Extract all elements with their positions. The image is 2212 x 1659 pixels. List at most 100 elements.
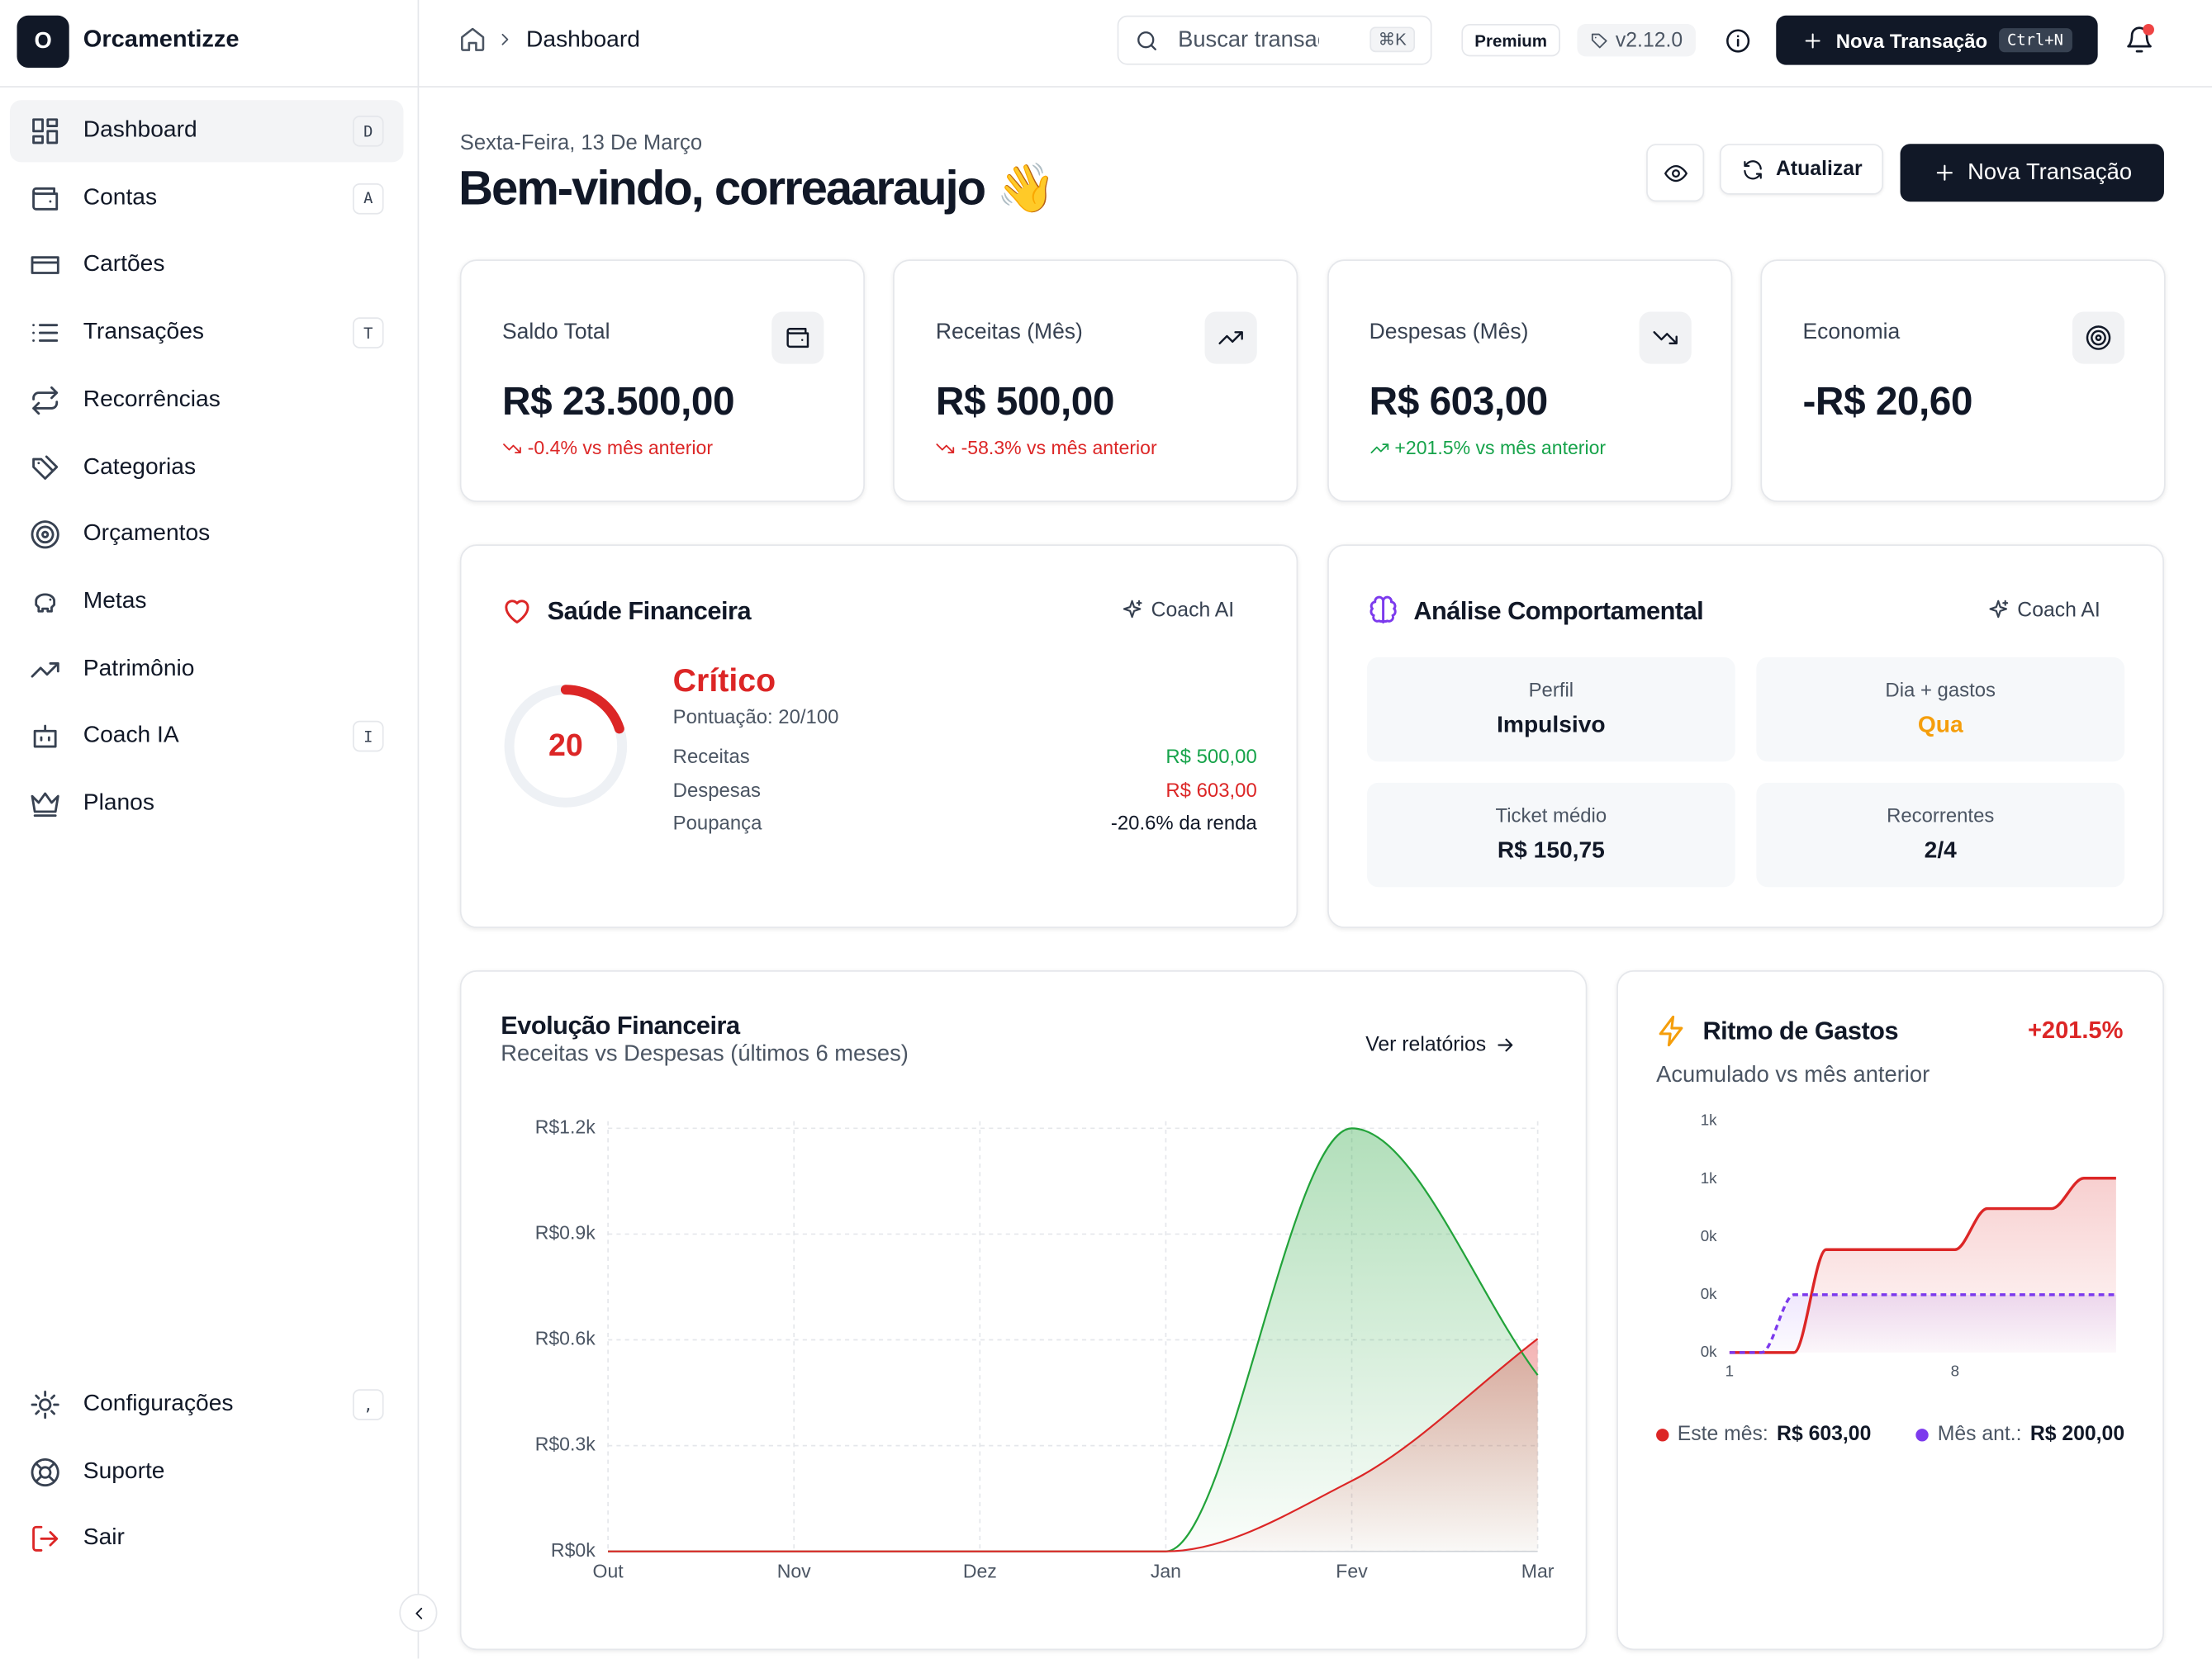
x-tick-label: Jan bbox=[1151, 1560, 1181, 1581]
legend-label: Mês ant.: bbox=[1937, 1423, 2022, 1446]
legend-total: R$ 200,00 bbox=[2029, 1423, 2125, 1446]
nav-item[interactable]: Recorrências bbox=[10, 369, 404, 431]
line bbox=[608, 1338, 1539, 1552]
nav-item[interactable]: Coach IA I bbox=[10, 705, 404, 767]
y-tick-label: R$0k bbox=[551, 1539, 596, 1561]
icon-path bbox=[2086, 325, 2111, 350]
health-status: Crítico bbox=[672, 661, 776, 699]
button-label: Nova Transação bbox=[1968, 159, 2133, 184]
y-tick-label: 1k bbox=[1701, 1112, 1717, 1129]
card-title: Ritmo de Gastos bbox=[1702, 1017, 1899, 1045]
notification-dot bbox=[2143, 24, 2154, 36]
card-title: Análise Comportamental bbox=[1413, 596, 1704, 625]
nav-item[interactable]: Orçamentos bbox=[10, 504, 404, 566]
legend: Este mês: R$ 603,00 Mês ant.: R$ 200,00 bbox=[1656, 1423, 2125, 1446]
kpi-card: Despesas (Mês) R$ 603,00 +201.5% vs mês an… bbox=[1327, 259, 1732, 503]
row-value: R$ 500,00 bbox=[1165, 744, 1257, 768]
kpi-value: R$ 23.500,00 bbox=[502, 379, 735, 424]
x-tick-label: Out bbox=[593, 1560, 624, 1581]
kpi-label: Despesas (Mês) bbox=[1369, 320, 1529, 344]
kpi-change-text: -0.4% vs mês anterior bbox=[527, 437, 714, 459]
sparkle-icon bbox=[1989, 600, 2009, 619]
search-box[interactable]: Buscar transações ⌘K bbox=[1117, 15, 1432, 65]
refresh-label: Atualizar bbox=[1776, 158, 1863, 181]
icon bbox=[31, 792, 59, 818]
home-icon[interactable] bbox=[458, 26, 487, 54]
health-card bbox=[459, 544, 1298, 928]
kpi-change-text: -58.3% vs mês anterior bbox=[961, 437, 1157, 459]
y-tick-label: 0k bbox=[1701, 1343, 1717, 1360]
kpi-value: R$ 500,00 bbox=[935, 379, 1115, 424]
heart-icon bbox=[505, 600, 529, 623]
collapse-button[interactable] bbox=[399, 1593, 438, 1633]
behavior-cell: Ticket médio R$ 150,75 bbox=[1366, 782, 1735, 888]
pace-chart: 0k 0k 0k 1k 1k 1 8 bbox=[1701, 1112, 2116, 1380]
nav-item[interactable]: Planos bbox=[10, 773, 404, 835]
nav-item[interactable]: Transações T bbox=[10, 302, 404, 364]
coach-label: Coach AI bbox=[1151, 599, 1235, 622]
legend-total: R$ 603,00 bbox=[1777, 1423, 1872, 1446]
card-subtitle: Receitas vs Despesas (últimos 6 meses) bbox=[501, 1042, 909, 1067]
info-icon[interactable] bbox=[1724, 26, 1752, 55]
shortcut: I bbox=[352, 721, 384, 752]
row-value: R$ 603,00 bbox=[1165, 777, 1257, 801]
y-tick-label: 0k bbox=[1701, 1227, 1717, 1244]
shortcut: T bbox=[352, 317, 384, 349]
coach-link[interactable]: Coach AI bbox=[1120, 598, 1234, 622]
plus-icon bbox=[1936, 164, 1953, 181]
cell-label: Ticket médio bbox=[1495, 803, 1607, 827]
nav-item[interactable]: Categorias bbox=[10, 437, 404, 499]
x-tick-label: 1 bbox=[1725, 1363, 1734, 1380]
search-icon bbox=[1137, 31, 1156, 50]
nav-label: Sair bbox=[83, 1524, 125, 1550]
kpi-label: Economia bbox=[1802, 320, 1901, 344]
coach-link[interactable]: Coach AI bbox=[1987, 598, 2100, 622]
nav-item[interactable]: Metas bbox=[10, 571, 404, 633]
card-title: Evolução Financeira bbox=[501, 1011, 740, 1040]
new-transaction-button[interactable]: Nova Transação Ctrl+N bbox=[1776, 15, 2098, 65]
icon-path bbox=[1652, 331, 1678, 345]
nav-item[interactable]: Contas A bbox=[10, 168, 404, 230]
icon-path bbox=[786, 328, 809, 348]
area bbox=[1729, 1294, 2116, 1353]
shortcut: D bbox=[352, 116, 384, 147]
kpi-card: Saldo Total R$ 23.500,00 -0.4% vs mês ante… bbox=[459, 259, 865, 503]
nav-item[interactable]: Cartões bbox=[10, 235, 404, 296]
nav-label: Configurações bbox=[83, 1390, 234, 1416]
nav-item[interactable]: Patrimônio bbox=[10, 638, 404, 700]
refresh-button[interactable]: Atualizar bbox=[1719, 144, 1884, 195]
eye-icon bbox=[1664, 164, 1687, 182]
bell-icon[interactable] bbox=[2124, 26, 2154, 55]
row-label: Receitas bbox=[672, 744, 750, 768]
icon bbox=[32, 454, 59, 480]
icon-path bbox=[31, 1391, 59, 1420]
reports-link[interactable]: Ver relatórios bbox=[1365, 1034, 1517, 1056]
icon bbox=[1218, 331, 1244, 345]
visibility-button[interactable] bbox=[1646, 144, 1705, 202]
sidebar bbox=[0, 0, 420, 1659]
icon bbox=[31, 1458, 59, 1486]
icon-path bbox=[35, 593, 56, 613]
kpi-label: Saldo Total bbox=[502, 320, 610, 344]
refresh-icon bbox=[1744, 159, 1762, 179]
plan-badge: Premium bbox=[1461, 24, 1560, 57]
nav-item[interactable]: Suporte bbox=[10, 1441, 404, 1503]
icon bbox=[936, 443, 955, 453]
icon bbox=[2086, 325, 2111, 350]
icon bbox=[503, 443, 521, 453]
area bbox=[608, 1339, 1538, 1552]
y-tick-label: R$0.9k bbox=[535, 1222, 596, 1244]
nav-label: Suporte bbox=[83, 1458, 165, 1483]
nav-item[interactable]: Configurações, bbox=[10, 1374, 404, 1436]
new-transaction-cta[interactable]: Nova Transação bbox=[1900, 144, 2164, 202]
shortcut: A bbox=[352, 182, 384, 215]
cell-label: Dia + gastos bbox=[1885, 678, 1996, 701]
nav-item[interactable]: Dashboard D bbox=[9, 100, 404, 163]
nav-item[interactable]: Sair bbox=[10, 1508, 404, 1570]
kpi-label: Receitas (Mês) bbox=[935, 320, 1083, 344]
icon bbox=[1652, 331, 1678, 345]
nav-label: Transações bbox=[83, 319, 204, 344]
kpi-icon bbox=[771, 311, 824, 364]
y-tick-label: 0k bbox=[1701, 1285, 1717, 1302]
y-tick-label: R$0.6k bbox=[535, 1328, 596, 1349]
